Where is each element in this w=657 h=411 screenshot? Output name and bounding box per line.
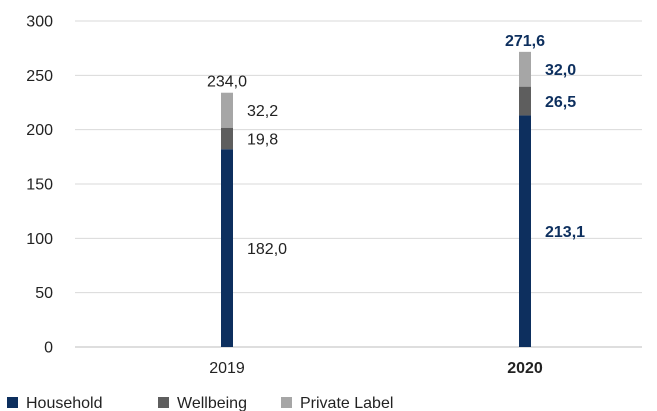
data-label-private-label-2019: 32,2 [247,103,278,120]
bar-household-2020 [519,115,531,347]
y-axis: 0 50 100 150 200 250 300 [26,14,53,357]
x-tick-label-2020: 2020 [507,360,543,377]
legend-swatch [281,397,292,408]
legend-item-wellbeing: Wellbeing [158,395,247,411]
legend: Household Wellbeing Private Label [7,395,393,411]
gridlines [75,20,642,348]
data-label-total-2020: 271,6 [505,33,545,50]
data-label-wellbeing-2020: 26,5 [545,94,576,111]
y-tick-label: 0 [44,340,53,357]
y-tick-label: 100 [26,231,53,248]
y-tick-label: 250 [26,68,53,85]
legend-label: Private Label [300,395,393,411]
legend-swatch [7,397,18,408]
bar-wellbeing-2020 [519,86,531,116]
data-label-private-label-2020: 32,0 [545,62,576,79]
legend-label: Household [26,395,103,411]
bars [221,51,531,347]
legend-item-household: Household [7,395,103,411]
bar-private-label-2019 [221,92,233,128]
data-label-household-2020: 213,1 [545,224,585,241]
data-label-wellbeing-2019: 19,8 [247,131,278,148]
bar-household-2019 [221,149,233,347]
y-tick-label: 150 [26,177,53,194]
legend-item-private-label: Private Label [281,395,393,411]
x-tick-label-2019: 2019 [209,360,245,377]
y-tick-label: 300 [26,14,53,31]
y-tick-label: 200 [26,122,53,139]
data-label-household-2019: 182,0 [247,241,287,258]
y-tick-label: 50 [35,285,53,302]
legend-swatch [158,397,169,408]
bar-private-label-2020 [519,51,531,87]
data-label-total-2019: 234,0 [207,74,247,91]
bar-wellbeing-2019 [221,127,233,150]
legend-label: Wellbeing [177,395,247,411]
x-axis: 2019 2020 [209,360,543,377]
